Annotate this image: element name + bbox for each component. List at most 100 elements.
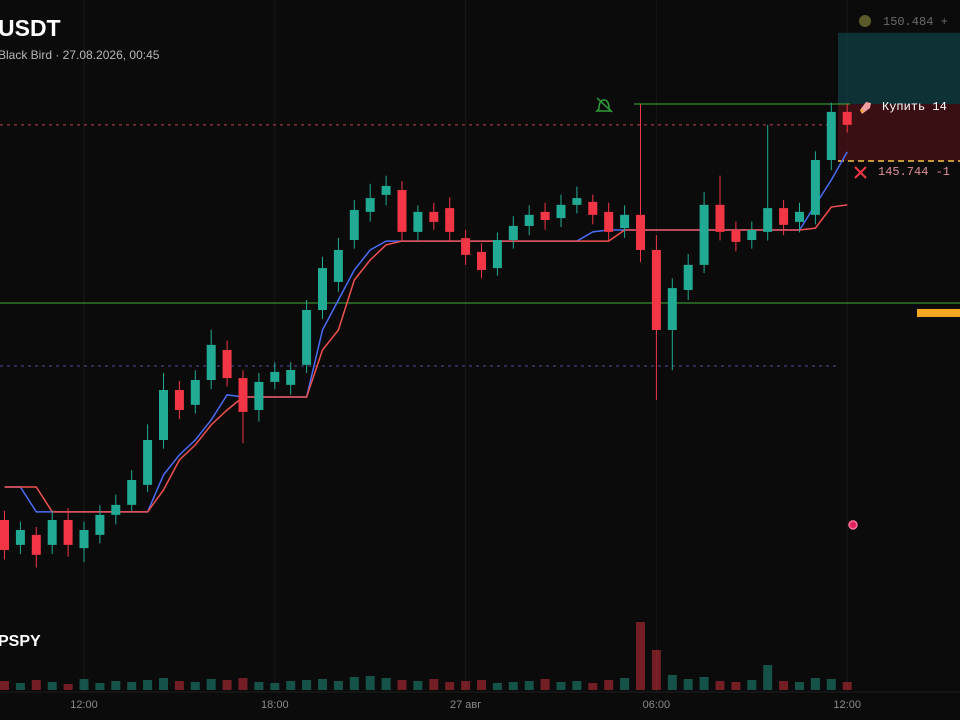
- candle-body: [143, 440, 153, 485]
- volume-bar: [667, 675, 677, 690]
- candle-body: [763, 208, 773, 232]
- volume-bar: [715, 681, 725, 690]
- volume-bar: [810, 678, 820, 690]
- entry-label: Купить 14: [882, 100, 947, 114]
- volume-bar: [206, 679, 216, 690]
- labels: 12:00 18:00 27 авг 06:00 12:00 150.484 + Купит…: [70, 15, 950, 711]
- alert-icon: [595, 97, 613, 113]
- candle-body: [492, 240, 502, 269]
- chart-title: USDT: [0, 15, 61, 41]
- candle-body: [270, 371, 280, 382]
- candle-body: [572, 198, 582, 205]
- volume-bar: [47, 682, 57, 690]
- candle-body: [588, 201, 598, 215]
- volume-bar: [190, 682, 200, 690]
- stop-loss-label: 145.744 -1: [878, 165, 950, 179]
- volume-bar: [174, 681, 184, 690]
- candle-body: [826, 111, 836, 160]
- candle-body: [63, 520, 73, 545]
- candle-body: [31, 534, 41, 555]
- volume-bar: [461, 681, 471, 690]
- candle-body: [206, 344, 216, 380]
- candle-body: [413, 211, 423, 232]
- volume-bar: [604, 680, 614, 690]
- candle-body: [620, 214, 630, 229]
- volume-bar: [588, 683, 598, 690]
- x-tick-label: 12:00: [833, 699, 861, 711]
- volume-bar: [79, 679, 89, 690]
- stop-loss-zone: [838, 104, 960, 161]
- volume-bar: [111, 681, 121, 690]
- volume-bar: [397, 680, 407, 690]
- x-tick-label: 12:00: [70, 699, 98, 711]
- levels: [0, 124, 960, 530]
- volume-bar: [270, 683, 280, 690]
- volume-panel: [0, 622, 852, 690]
- volume-bar: [286, 681, 296, 690]
- coin-icon: [859, 15, 871, 27]
- volume-bar: [683, 679, 693, 690]
- volume-bar: [636, 622, 645, 690]
- x-tick-label: 27 авг: [450, 699, 481, 711]
- candle-body: [461, 238, 471, 255]
- volume-bar: [508, 682, 518, 690]
- volume-bar: [302, 680, 312, 690]
- volume-bar: [127, 682, 137, 690]
- volume-bar: [15, 683, 25, 690]
- candle-body: [842, 111, 852, 125]
- candle-body: [731, 230, 741, 242]
- candle-body: [381, 185, 391, 195]
- volume-bar: [0, 681, 9, 690]
- volume-bar: [222, 680, 232, 690]
- volume-bar: [445, 682, 455, 690]
- candle-body: [286, 370, 296, 385]
- volume-bar: [763, 665, 773, 690]
- candle-body: [318, 268, 327, 310]
- candle-body: [127, 480, 137, 505]
- volume-bar: [333, 681, 343, 690]
- candle-body: [349, 210, 359, 240]
- volume-bar: [556, 682, 566, 690]
- x-tick-label: 06:00: [643, 699, 671, 711]
- volume-bar: [413, 681, 423, 690]
- candle-body: [174, 390, 184, 410]
- volume-bar: [699, 677, 709, 690]
- candle-body: [95, 514, 105, 535]
- candle-body: [254, 381, 264, 410]
- volume-bar: [318, 679, 327, 690]
- candle-body: [747, 230, 757, 240]
- candle-body: [302, 310, 312, 365]
- rocket-icon: [860, 102, 871, 114]
- candle-body: [667, 288, 677, 330]
- candle-body: [508, 225, 518, 240]
- candle-body: [556, 204, 566, 219]
- volume-bar: [429, 679, 439, 690]
- volume-bar: [143, 680, 153, 690]
- trade-zones: [634, 32, 960, 162]
- volume-bar: [731, 682, 741, 690]
- volume-bar: [620, 678, 630, 690]
- volume-bar: [540, 679, 550, 690]
- volume-bar: [795, 682, 804, 690]
- candle-body: [477, 251, 486, 270]
- volume-bar: [159, 678, 168, 690]
- candle-body: [47, 520, 57, 545]
- volume-bar: [365, 676, 375, 690]
- candle-body: [524, 214, 534, 226]
- close-icon[interactable]: [854, 166, 867, 179]
- take-profit-zone: [838, 32, 960, 105]
- volume-bar: [238, 678, 248, 690]
- indicator-label: PSPY: [0, 633, 41, 650]
- candle-body: [651, 250, 661, 330]
- candle-body: [636, 214, 645, 250]
- candle-body: [540, 211, 550, 220]
- candle-body: [111, 504, 121, 515]
- volume-bar: [477, 680, 486, 690]
- candle-body: [222, 350, 232, 379]
- candle-body: [0, 520, 9, 550]
- take-profit-label: 150.484 +: [883, 15, 948, 29]
- candle-body: [604, 211, 614, 232]
- candle-body: [159, 390, 168, 440]
- candle-body: [15, 530, 25, 545]
